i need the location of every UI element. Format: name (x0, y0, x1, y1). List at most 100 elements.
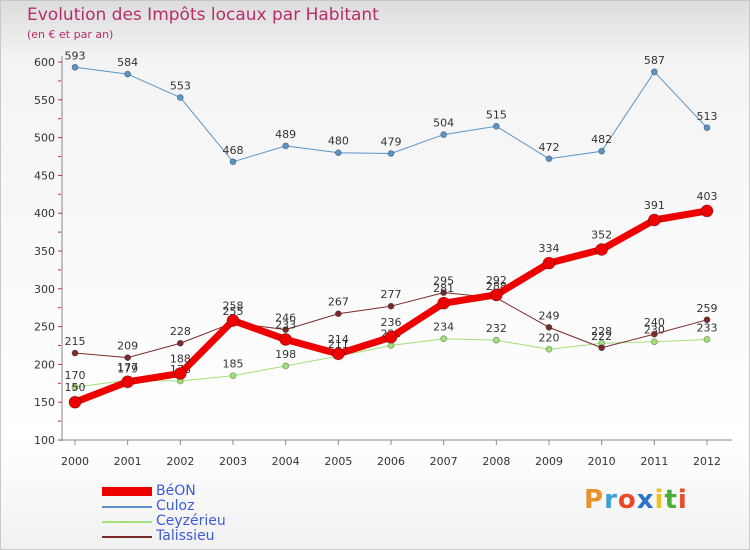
data-label-talissieu: 209 (117, 340, 138, 353)
data-point-culoz (124, 70, 132, 78)
y-tick-label: 600 (34, 56, 55, 69)
data-label-ceyzerieu: 232 (486, 322, 507, 335)
legend-label: BéON (156, 483, 196, 499)
data-label-beon: 188 (170, 352, 191, 365)
data-label-culoz: 472 (539, 141, 560, 154)
data-point-beon (331, 347, 345, 361)
legend-label: Ceyzérieu (156, 513, 226, 529)
data-label-ceyzerieu: 220 (539, 331, 560, 344)
data-label-ceyzerieu: 233 (697, 321, 718, 334)
logo-letter: o (617, 485, 637, 515)
data-point-ceyzerieu (545, 345, 553, 353)
data-point-beon (384, 330, 398, 344)
data-point-ceyzerieu (440, 335, 448, 343)
x-tick-label: 2009 (535, 455, 563, 468)
data-label-beon: 258 (223, 300, 244, 313)
proxiti-logo: Proxiti (584, 485, 688, 515)
legend-label: Talissieu (156, 528, 215, 544)
legend-item-talissieu: Talissieu (102, 529, 226, 544)
data-label-beon: 334 (539, 242, 560, 255)
data-label-culoz: 504 (433, 117, 454, 130)
data-label-culoz: 515 (486, 108, 507, 121)
data-label-beon: 292 (486, 274, 507, 287)
legend-swatch-ceyzerieu (102, 520, 152, 523)
data-point-culoz (387, 150, 395, 157)
data-label-culoz: 489 (275, 128, 296, 141)
data-label-beon: 391 (644, 199, 665, 212)
data-point-culoz (703, 124, 711, 132)
data-label-culoz: 584 (117, 56, 138, 69)
chart-subtitle: (en € et par an) (27, 28, 114, 41)
y-tick-label: 100 (34, 434, 55, 447)
data-point-talissieu (545, 323, 553, 331)
data-point-talissieu (124, 354, 132, 361)
data-point-beon (68, 395, 82, 409)
data-label-talissieu: 255 (223, 305, 244, 318)
data-label-culoz: 553 (170, 80, 191, 93)
logo-letter: i (654, 485, 665, 515)
logo-letter: r (604, 485, 618, 515)
data-point-beon (173, 367, 187, 380)
data-point-talissieu (650, 330, 658, 338)
data-label-beon: 403 (697, 190, 718, 203)
logo-letter: x (636, 485, 655, 515)
data-point-ceyzerieu (229, 372, 237, 380)
data-point-beon (279, 333, 293, 346)
legend: BéON Culoz Ceyzérieu Talissieu (102, 484, 226, 544)
data-label-beon: 177 (117, 361, 138, 374)
data-label-ceyzerieu: 179 (117, 362, 138, 375)
x-tick-label: 2005 (324, 455, 352, 468)
legend-swatch-talissieu (102, 535, 152, 538)
data-point-beon (121, 375, 135, 389)
x-tick-label: 2008 (482, 455, 510, 468)
x-tick-label: 2012 (693, 455, 721, 468)
chart-title: Evolution des Impôts locaux par Habitant (27, 5, 379, 25)
data-point-beon (542, 256, 556, 270)
data-point-culoz (650, 68, 658, 76)
data-point-talissieu (387, 302, 395, 310)
data-label-talissieu: 295 (433, 275, 454, 288)
legend-swatch-beon (102, 487, 152, 496)
x-tick-label: 2003 (219, 455, 247, 468)
data-label-talissieu: 222 (591, 330, 612, 343)
data-point-beon (595, 243, 609, 256)
data-label-talissieu: 240 (644, 316, 665, 329)
y-tick-label: 350 (34, 245, 55, 258)
legend-item-culoz: Culoz (102, 499, 226, 514)
data-label-ceyzerieu: 234 (433, 321, 454, 334)
data-point-ceyzerieu (650, 338, 658, 346)
y-tick-label: 300 (34, 283, 55, 296)
data-label-talissieu: 249 (539, 309, 560, 322)
data-point-talissieu (703, 316, 711, 324)
data-label-beon: 214 (328, 333, 349, 346)
data-label-talissieu: 215 (65, 335, 86, 348)
data-point-beon (226, 314, 240, 327)
data-label-ceyzerieu: 211 (328, 338, 349, 351)
data-point-culoz (545, 155, 553, 163)
legend-item-ceyzerieu: Ceyzérieu (102, 514, 226, 529)
x-tick-label: 2010 (588, 455, 616, 468)
data-label-beon: 236 (381, 316, 402, 329)
data-point-talissieu (598, 344, 606, 352)
legend-label: Culoz (156, 498, 195, 514)
data-label-ceyzerieu: 230 (644, 324, 665, 337)
data-label-beon: 352 (591, 228, 612, 241)
y-tick-label: 550 (34, 94, 55, 107)
logo-letter: i (677, 485, 688, 515)
data-point-culoz (440, 131, 448, 138)
x-tick-label: 2011 (640, 455, 668, 468)
data-label-ceyzerieu: 170 (65, 369, 86, 382)
data-point-beon (700, 204, 714, 218)
legend-item-beon: BéON (102, 484, 226, 499)
data-label-culoz: 593 (65, 49, 86, 62)
data-point-beon (437, 296, 451, 310)
data-label-culoz: 479 (381, 135, 402, 148)
y-tick-label: 450 (34, 169, 55, 182)
data-label-beon: 150 (65, 381, 86, 394)
data-point-talissieu (282, 326, 290, 334)
legend-swatch-culoz (102, 505, 152, 508)
data-point-culoz (229, 158, 237, 166)
data-point-culoz (71, 63, 79, 71)
x-tick-label: 2002 (166, 455, 194, 468)
